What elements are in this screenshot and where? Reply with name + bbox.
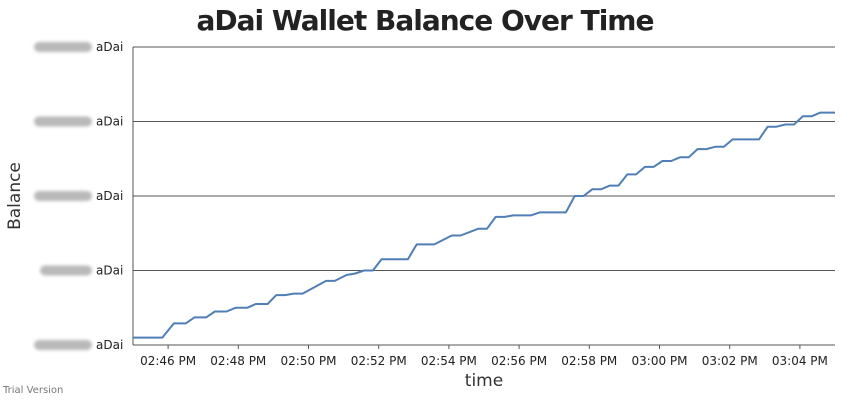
x-tick-label: 03:00 PM [632, 354, 688, 368]
x-tick-label: 02:56 PM [491, 354, 547, 368]
x-tick-label: 03:02 PM [702, 354, 758, 368]
x-tick-label: 02:54 PM [421, 354, 477, 368]
gridlines [132, 46, 835, 346]
y-tick-value-obscured [34, 191, 92, 201]
y-tick-unit: aDai [96, 40, 123, 54]
y-tick-unit: aDai [96, 264, 123, 278]
y-axis-title: Balance [5, 162, 25, 230]
y-tick-value-obscured [34, 42, 92, 52]
x-axis-title: time [465, 371, 503, 391]
x-tick-label: 02:58 PM [561, 354, 617, 368]
x-tick-label: 02:52 PM [351, 354, 407, 368]
y-tick-value-obscured [34, 340, 92, 350]
y-tick-unit: aDai [96, 189, 123, 203]
series-layer [133, 111, 835, 339]
x-tick-label: 02:46 PM [140, 354, 196, 368]
x-tick-label: 02:48 PM [210, 354, 266, 368]
x-axis-labels: 02:46 PM 02:48 PM 02:50 PM 02:52 PM 02:54 PM… [140, 345, 828, 368]
y-axis-labels: aDai aDai aDai aDai aDai [34, 40, 123, 352]
y-tick-value-obscured [40, 265, 92, 276]
y-tick-unit: aDai [96, 115, 123, 129]
series-line [133, 111, 835, 339]
x-tick-label: 02:50 PM [281, 354, 337, 368]
y-tick-unit: aDai [96, 338, 123, 352]
chart-title: aDai Wallet Balance Over Time [197, 4, 654, 37]
y-tick-value-obscured [34, 116, 92, 127]
trial-watermark: Trial Version [3, 385, 64, 396]
x-tick-label: 03:04 PM [772, 354, 828, 368]
